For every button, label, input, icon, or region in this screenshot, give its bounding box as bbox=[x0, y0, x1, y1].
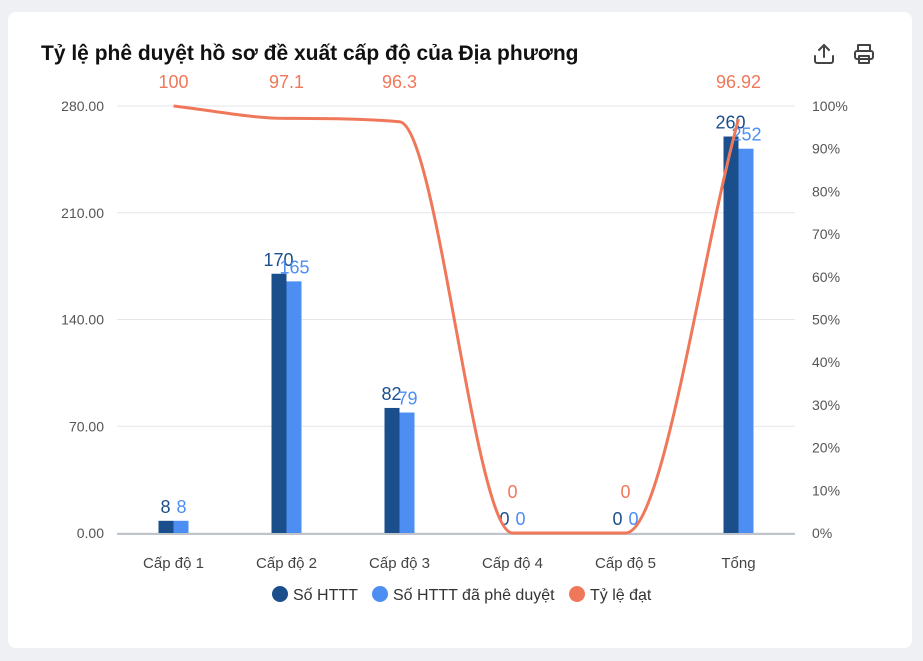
legend-marker bbox=[372, 586, 388, 602]
data-label-so-httt-da-phe-duyet: 0 bbox=[515, 509, 525, 529]
left-axis-tick-label: 0.00 bbox=[77, 525, 104, 541]
right-axis-tick-label: 90% bbox=[812, 141, 840, 157]
bar-so-httt-da-phe-duyet bbox=[738, 148, 754, 533]
right-axis-tick-label: 0% bbox=[812, 525, 832, 541]
data-label-ty-le-dat: 97.1 bbox=[269, 72, 304, 92]
x-axis-tick-label: Cấp độ 2 bbox=[256, 555, 317, 572]
left-axis-tick-label: 210.00 bbox=[61, 205, 104, 221]
printer-icon[interactable] bbox=[850, 40, 878, 68]
right-axis-tick-label: 70% bbox=[812, 226, 840, 242]
bar-so-httt bbox=[158, 520, 174, 533]
data-label-so-httt-da-phe-duyet: 8 bbox=[176, 497, 186, 517]
right-axis-tick-label: 80% bbox=[812, 183, 840, 199]
legend-marker bbox=[272, 586, 288, 602]
left-axis-tick-label: 70.00 bbox=[69, 418, 104, 434]
legend-item: Tỷ lệ đạt bbox=[590, 587, 652, 604]
right-axis-tick-label: 20% bbox=[812, 440, 840, 456]
legend-marker bbox=[569, 586, 585, 602]
data-label-so-httt: 260 bbox=[715, 113, 745, 133]
upload-icon[interactable] bbox=[810, 40, 838, 68]
right-axis-tick-label: 60% bbox=[812, 269, 840, 285]
data-label-so-httt-da-phe-duyet: 0 bbox=[628, 509, 638, 529]
right-axis-tick-label: 30% bbox=[812, 397, 840, 413]
data-label-so-httt-da-phe-duyet: 252 bbox=[731, 125, 761, 145]
bar-so-httt bbox=[723, 136, 739, 533]
x-axis-tick-label: Cấp độ 1 bbox=[143, 555, 204, 572]
right-axis-tick-label: 100% bbox=[812, 98, 848, 114]
legend-item: Số HTTT đã phê duyệt bbox=[393, 587, 555, 604]
data-label-so-httt: 82 bbox=[381, 384, 401, 404]
x-axis-tick-label: Cấp độ 4 bbox=[482, 555, 543, 572]
bar-so-httt bbox=[271, 273, 287, 533]
left-axis-tick-label: 140.00 bbox=[61, 312, 104, 328]
data-label-so-httt-da-phe-duyet: 79 bbox=[397, 389, 417, 409]
right-axis-tick-label: 40% bbox=[812, 354, 840, 370]
left-axis-tick-label: 280.00 bbox=[61, 98, 104, 114]
x-axis-tick-label: Cấp độ 5 bbox=[595, 555, 656, 572]
data-label-ty-le-dat: 96.92 bbox=[716, 72, 761, 92]
data-label-so-httt: 0 bbox=[612, 509, 622, 529]
data-label-so-httt: 0 bbox=[499, 509, 509, 529]
bar-so-httt-da-phe-duyet bbox=[399, 412, 415, 533]
line-ty-le-dat bbox=[173, 104, 740, 535]
data-label-ty-le-dat: 100 bbox=[158, 72, 188, 92]
legend-item: Số HTTT bbox=[293, 587, 358, 604]
chart-card: Tỷ lệ phê duyệt hồ sơ đề xuất cấp độ của… bbox=[8, 12, 912, 648]
data-label-ty-le-dat: 96.3 bbox=[382, 72, 417, 92]
data-label-so-httt-da-phe-duyet: 165 bbox=[279, 257, 309, 277]
bar-so-httt bbox=[384, 407, 400, 533]
data-label-so-httt: 8 bbox=[160, 497, 170, 517]
chart-toolbar bbox=[810, 40, 878, 68]
bar-so-httt-da-phe-duyet bbox=[173, 520, 189, 533]
bar-so-httt-da-phe-duyet bbox=[286, 281, 302, 533]
x-axis-tick-label: Cấp độ 3 bbox=[369, 555, 430, 572]
data-label-ty-le-dat: 0 bbox=[620, 482, 630, 502]
data-label-so-httt: 170 bbox=[263, 250, 293, 270]
x-axis-tick-label: Tổng bbox=[721, 555, 755, 572]
data-label-ty-le-dat: 0 bbox=[507, 482, 517, 502]
chart-title: Tỷ lệ phê duyệt hồ sơ đề xuất cấp độ của… bbox=[41, 42, 579, 65]
right-axis-tick-label: 10% bbox=[812, 482, 840, 498]
right-axis-tick-label: 50% bbox=[812, 312, 840, 328]
